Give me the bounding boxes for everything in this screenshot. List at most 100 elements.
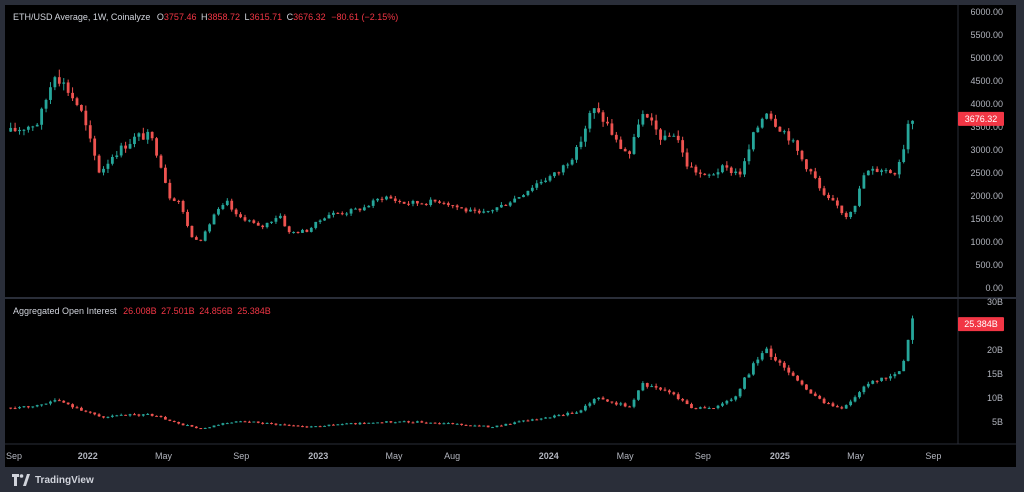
candle-body[interactable] [760, 118, 764, 128]
candle-body[interactable] [579, 141, 583, 148]
candle-body[interactable] [424, 422, 428, 424]
candle-body[interactable] [606, 399, 609, 402]
candle-body[interactable] [800, 150, 804, 160]
candle-body[interactable] [637, 390, 640, 400]
candle-body[interactable] [884, 377, 888, 379]
candle-body[interactable] [22, 406, 26, 408]
candle-body[interactable] [548, 417, 552, 419]
candle-body[interactable] [756, 127, 760, 133]
candle-body[interactable] [875, 380, 879, 382]
candle-body[interactable] [628, 406, 631, 408]
candle-body[interactable] [128, 144, 132, 149]
candle-body[interactable] [411, 200, 415, 204]
candle-body[interactable] [654, 120, 658, 130]
candle-body[interactable] [858, 392, 861, 398]
candle-body[interactable] [446, 423, 450, 425]
candle-body[interactable] [265, 222, 269, 228]
candle-body[interactable] [44, 403, 48, 405]
candle-body[interactable] [469, 209, 472, 212]
candle-body[interactable] [747, 374, 751, 378]
candle-body[interactable] [376, 198, 380, 201]
candle-body[interactable] [336, 212, 340, 214]
candle-body[interactable] [340, 213, 344, 215]
candle-body[interactable] [190, 425, 194, 427]
candle-body[interactable] [97, 414, 101, 417]
candle-body[interactable] [628, 151, 631, 154]
candle-body[interactable] [217, 208, 220, 215]
candle-body[interactable] [296, 425, 300, 427]
candle-body[interactable] [309, 227, 313, 232]
candle-body[interactable] [283, 424, 287, 426]
candle-body[interactable] [809, 169, 813, 172]
candle-body[interactable] [115, 415, 119, 417]
candle-body[interactable] [433, 199, 437, 202]
candle-body[interactable] [62, 82, 66, 84]
candle-body[interactable] [451, 423, 455, 425]
candle-body[interactable] [186, 211, 189, 226]
candle-body[interactable] [225, 200, 229, 205]
candle-body[interactable] [402, 421, 406, 423]
candle-body[interactable] [756, 359, 760, 364]
candle-body[interactable] [327, 424, 331, 426]
candle-body[interactable] [212, 214, 216, 225]
candle-body[interactable] [659, 387, 662, 390]
candle-body[interactable] [398, 421, 402, 423]
candle-body[interactable] [663, 389, 667, 391]
candle-body[interactable] [619, 403, 623, 405]
candle-body[interactable] [358, 422, 362, 425]
candle-body[interactable] [831, 403, 835, 407]
candle-body[interactable] [327, 214, 331, 219]
candle-body[interactable] [97, 155, 101, 173]
candle-body[interactable] [827, 194, 830, 199]
candle-body[interactable] [442, 423, 446, 425]
candle-body[interactable] [433, 422, 437, 424]
candle-body[interactable] [561, 415, 565, 417]
candle-body[interactable] [504, 423, 508, 426]
candle-body[interactable] [778, 360, 782, 363]
candle-body[interactable] [570, 412, 574, 414]
candle-body[interactable] [203, 427, 207, 429]
candle-body[interactable] [535, 183, 539, 188]
candle-body[interactable] [181, 200, 185, 212]
candle-body[interactable] [884, 170, 888, 172]
candle-body[interactable] [424, 203, 428, 206]
candle-body[interactable] [619, 139, 623, 149]
candle-body[interactable] [438, 423, 441, 425]
candle-body[interactable] [296, 232, 300, 234]
candle-body[interactable] [849, 401, 853, 406]
candle-body[interactable] [35, 124, 39, 127]
candle-body[interactable] [354, 423, 357, 425]
candle-body[interactable] [31, 126, 35, 128]
candle-body[interactable] [557, 415, 561, 417]
candle-body[interactable] [393, 422, 397, 424]
candle-body[interactable] [93, 138, 97, 156]
candle-body[interactable] [93, 412, 97, 415]
candle-body[interactable] [548, 176, 552, 181]
candle-body[interactable] [813, 393, 817, 396]
candle-body[interactable] [283, 215, 287, 227]
candle-body[interactable] [645, 383, 649, 387]
candle-body[interactable] [186, 425, 189, 427]
candle-body[interactable] [385, 196, 388, 200]
candle-body[interactable] [791, 372, 795, 376]
candle-body[interactable] [172, 420, 176, 423]
candle-body[interactable] [477, 210, 481, 213]
candle-body[interactable] [902, 149, 906, 163]
candle-body[interactable] [561, 165, 565, 173]
candle-body[interactable] [614, 402, 618, 405]
candle-body[interactable] [805, 384, 808, 390]
candle-body[interactable] [40, 404, 44, 406]
candle-body[interactable] [535, 419, 539, 421]
candle-body[interactable] [544, 180, 548, 182]
candle-body[interactable] [270, 221, 273, 223]
candle-body[interactable] [606, 121, 609, 124]
candle-body[interactable] [583, 405, 587, 411]
plot-area[interactable] [5, 5, 1016, 467]
candle-body[interactable] [252, 220, 256, 223]
candle-body[interactable] [234, 421, 238, 423]
candle-body[interactable] [486, 425, 490, 428]
candle-body[interactable] [389, 196, 393, 199]
candle-body[interactable] [102, 416, 105, 418]
candle-body[interactable] [575, 147, 578, 160]
candle-body[interactable] [522, 420, 525, 422]
